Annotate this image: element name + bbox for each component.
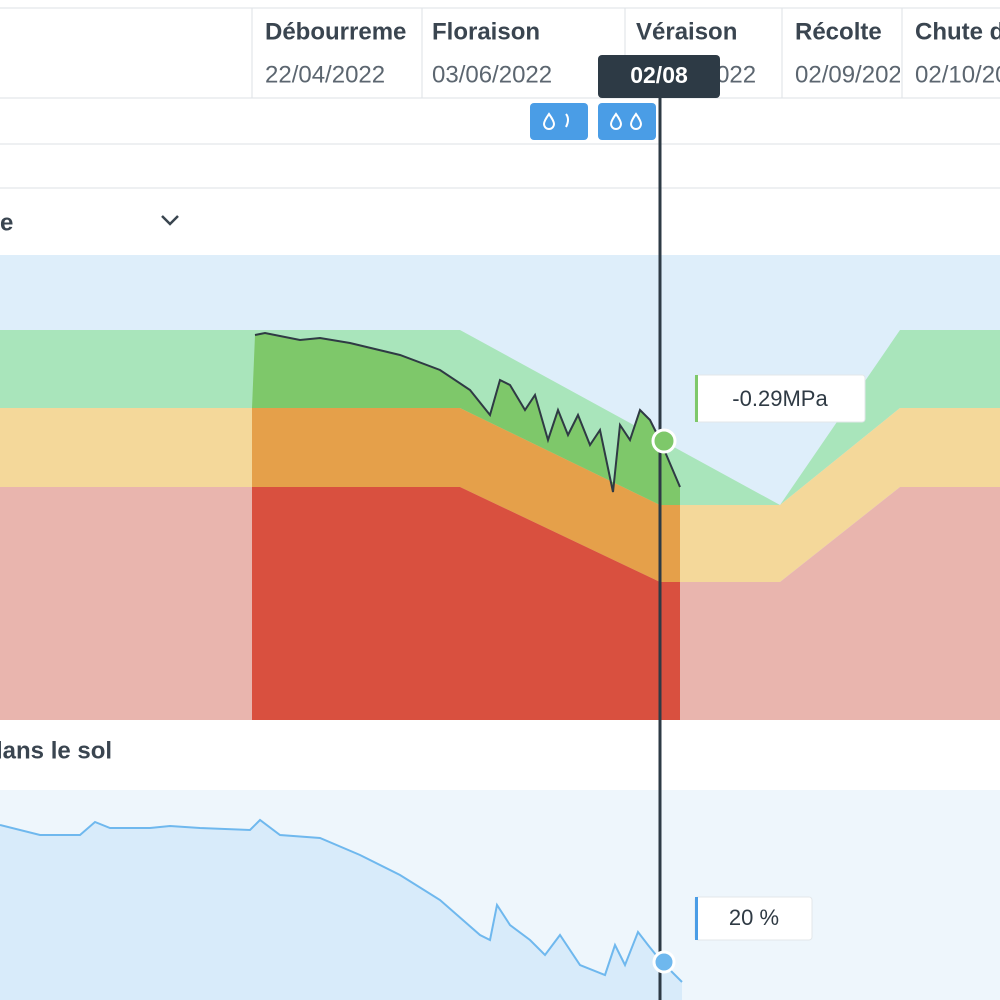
metric-selector[interactable]: e — [0, 209, 179, 236]
stage-name: Récolte — [795, 18, 882, 45]
stage-name: Chute d — [915, 18, 1000, 45]
panel-title: lans le sol — [0, 737, 112, 764]
soil-moisture-chart — [0, 790, 1000, 1000]
cursor-point — [651, 428, 677, 454]
stage-date: 03/06/2022 — [432, 61, 552, 88]
value-tooltip: 20 % — [694, 896, 813, 941]
cursor-point — [652, 950, 676, 974]
tooltip-value: 20 % — [729, 905, 779, 930]
cursor-date: 02/08 — [630, 62, 688, 88]
stage-date: 02/10/2022 — [915, 61, 1000, 88]
stage-name: Débourreme — [265, 18, 406, 45]
irrigation-badge[interactable] — [598, 103, 656, 140]
stage-date: 22/04/2022 — [265, 61, 385, 88]
stage-header: Débourreme 22/04/2022 Floraison 03/06/2022… — [0, 7, 1000, 99]
selector-label: e — [0, 209, 13, 236]
tooltip-value: -0.29MPa — [732, 386, 828, 411]
irrigation-badge[interactable] — [530, 103, 588, 140]
stage-name: Floraison — [432, 18, 540, 45]
stage-name: Véraison — [636, 18, 737, 45]
stage-date: 02/09/2022 — [795, 61, 915, 88]
cursor-tooltip: 02/08 — [598, 55, 720, 98]
water-potential-chart — [0, 255, 1000, 720]
value-tooltip: -0.29MPa — [694, 374, 866, 423]
